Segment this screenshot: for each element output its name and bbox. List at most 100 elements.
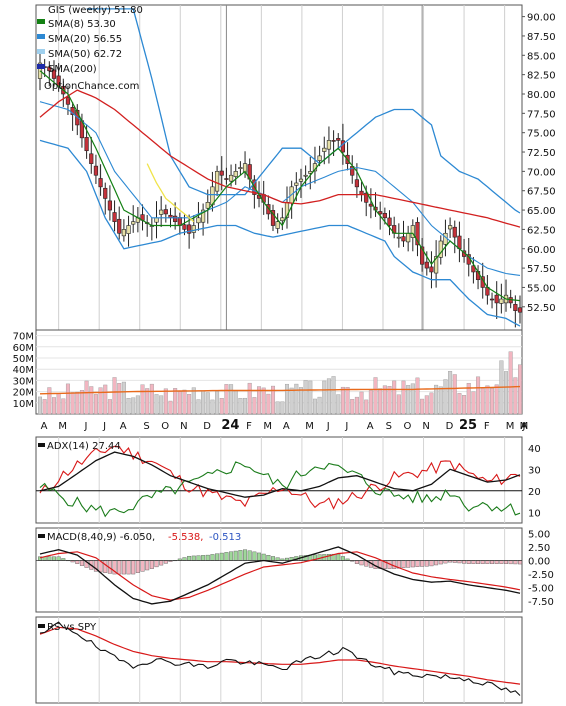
candle-body-7 — [70, 107, 75, 115]
candle-body-89 — [452, 226, 457, 238]
macd-hist-bar-42 — [233, 550, 238, 561]
rs-ma-line — [39, 626, 521, 685]
volume-ytick-label-5: 20M — [13, 388, 34, 399]
macd-hist-bar-19 — [126, 560, 131, 575]
x-tick-label-17: S — [386, 421, 392, 432]
macd-hist-bar-37 — [210, 554, 215, 561]
candle-body-15 — [107, 200, 113, 211]
volume-bar-3 — [51, 397, 56, 415]
macd-hist-bar-98 — [494, 560, 499, 564]
candle-body-70 — [364, 192, 369, 203]
rs-plot-area — [35, 616, 523, 704]
candle-body-93 — [471, 265, 476, 273]
macd-hist-bar-84 — [429, 560, 434, 567]
volume-bar-43 — [238, 398, 243, 415]
candle-body-74 — [382, 212, 387, 219]
macd-hist-bar-41 — [229, 551, 234, 561]
volume-bar-37 — [210, 399, 215, 415]
candle-body-79 — [406, 232, 411, 243]
candle-body-2 — [47, 66, 52, 72]
macd-hist-bar-40 — [224, 552, 229, 561]
price-ytick-label-0: 90.00 — [527, 13, 556, 24]
macd-hist-bar-35 — [201, 555, 206, 561]
volume-bar-64 — [336, 394, 341, 415]
candle-body-52 — [280, 217, 285, 222]
macd-hist-bar-33 — [191, 555, 196, 561]
macd-hist-bar-94 — [476, 560, 481, 564]
macd-hist-bar-25 — [154, 560, 159, 568]
macd-hist-bar-45 — [247, 550, 252, 561]
rs-panel — [35, 616, 523, 704]
legend-swatch-sma20 — [37, 34, 45, 39]
price-ytick-label-5: 77.50 — [527, 109, 556, 120]
volume-bar-66 — [345, 387, 350, 415]
bollinger-upper-line — [86, 8, 521, 214]
candle-body-20 — [131, 221, 136, 225]
volume-bar-19 — [126, 398, 131, 415]
macd-hist-bar-50 — [271, 556, 276, 561]
macd-hist-bar-34 — [196, 555, 201, 561]
volume-bar-8 — [75, 391, 80, 415]
candle-body-80 — [410, 225, 415, 238]
legend-swatch-sma200 — [37, 64, 45, 69]
volume-bar-18 — [121, 381, 126, 415]
candle-body-10 — [84, 137, 89, 152]
candle-body-11 — [89, 153, 94, 164]
candle-body-78 — [401, 236, 406, 242]
x-axis: A M J J A S O N D 24 F M A M J J A S O N D 25 F M AMJ — [41, 418, 529, 433]
macd-hist-bar-36 — [205, 554, 210, 561]
macd-hist-bar-22 — [140, 560, 145, 572]
macd-hist-bar-64 — [336, 553, 341, 561]
volume-bar-0 — [38, 396, 43, 415]
macd-hist-bar-3 — [51, 556, 56, 561]
volume-bar-38 — [215, 391, 220, 415]
sma200-line — [39, 89, 521, 228]
macd-histogram — [38, 549, 523, 575]
candle-body-85 — [434, 256, 439, 274]
x-tick-label-25: M — [520, 421, 529, 432]
volume-bar-73 — [378, 388, 383, 415]
macd-hist-bar-91 — [462, 560, 467, 564]
volume-ytick-label-0: 70M — [13, 332, 34, 343]
volume-bar-16 — [112, 377, 117, 415]
macd-hist-bar-9 — [79, 560, 84, 566]
volume-bar-31 — [182, 389, 187, 415]
volume-bar-79 — [406, 385, 411, 415]
indicator-labels: ADX(14) 27.44 MACD(8,40,9) -6.050, -5.53… — [38, 441, 241, 633]
candle-body-38 — [214, 171, 220, 192]
price-ytick-label-4: 80.00 — [527, 90, 556, 101]
macd-hist-bar-27 — [163, 560, 168, 564]
volume-bar-32 — [187, 394, 192, 415]
sma8-line — [39, 70, 521, 302]
volume-bar-15 — [107, 399, 112, 415]
volume-bar-87 — [443, 379, 448, 415]
x-tick-label-7: N — [180, 421, 187, 432]
minus-di-line — [39, 445, 521, 510]
candle-body-41 — [228, 174, 234, 182]
volume-bar-10 — [84, 380, 89, 415]
volume-bar-41 — [229, 384, 234, 415]
volume-bar-60 — [317, 396, 322, 415]
volume-bar-34 — [196, 399, 201, 415]
legend-sma200: SMA(200) — [48, 64, 97, 75]
macd-hist-bar-32 — [187, 555, 192, 561]
legend-swatch-sma8 — [37, 19, 45, 24]
macd-label-swatch — [38, 534, 45, 538]
candle-body-18 — [121, 229, 126, 237]
candle-body-0 — [37, 62, 43, 79]
candle-body-39 — [219, 170, 224, 176]
price-ytick-label-11: 62.50 — [527, 225, 556, 236]
macd-hist-bar-97 — [490, 560, 495, 564]
macd-hist-bar-78 — [401, 560, 406, 569]
volume-bar-51 — [275, 401, 280, 415]
candle-body-31 — [182, 224, 187, 230]
candle-body-51 — [275, 221, 280, 229]
volume-bar-78 — [401, 380, 406, 415]
volume-bar-22 — [140, 384, 145, 415]
legend-sma20: SMA(20) 56.55 — [48, 34, 122, 45]
x-tick-label-21: 25 — [459, 418, 477, 433]
volume-bar-72 — [373, 377, 378, 415]
x-tick-label-22: F — [484, 421, 490, 432]
macd-hist-bar-20 — [131, 560, 136, 575]
volume-bar-88 — [448, 371, 453, 415]
